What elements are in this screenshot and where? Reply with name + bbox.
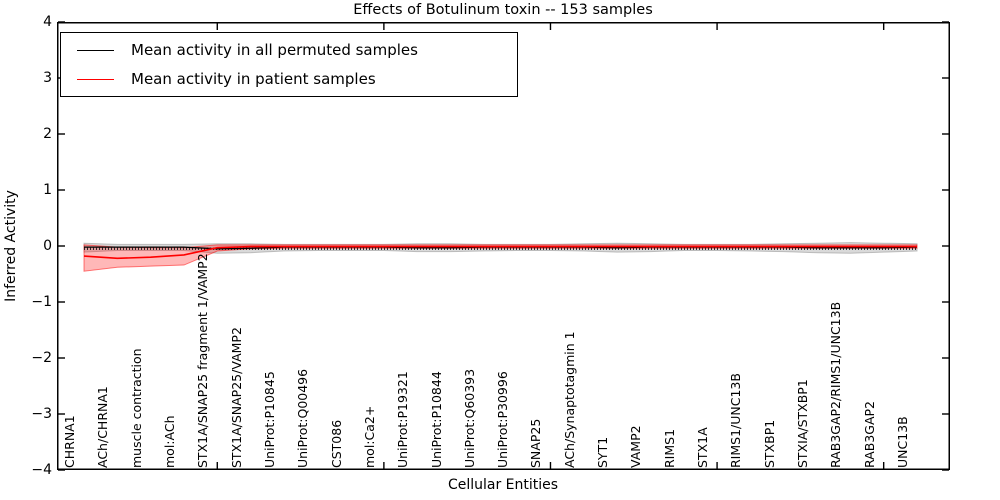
entity-label: UniProt:P10845 — [261, 371, 277, 468]
entity-label: CHRNA1 — [62, 415, 77, 468]
y-tick-label: 1 — [43, 182, 52, 198]
y-tick-label: −2 — [31, 350, 52, 366]
entity-label: UniProt:P30996 — [495, 371, 511, 468]
entity-label: UniProt:Q00496 — [295, 368, 311, 468]
entity-label: STX1A/SNAP25 fragment 1/VAMP2 — [195, 253, 211, 468]
entity-label: UniProt:P10844 — [428, 371, 444, 468]
legend-entry-patient: Mean activity in patient samples — [61, 68, 517, 90]
y-tick-label: 3 — [43, 70, 52, 86]
legend-entry-permuted: Mean activity in all permuted samples — [61, 39, 517, 61]
entity-label: RIMS1/UNC13B — [728, 373, 744, 468]
entity-label: UniProt:Q60393 — [461, 368, 477, 468]
legend: Mean activity in all permuted samples Me… — [60, 32, 518, 97]
entity-label: ACh/CHRNA1 — [95, 386, 111, 468]
y-tick-label: 2 — [43, 126, 52, 142]
y-tick-label: −1 — [31, 294, 52, 310]
entity-label: mol:ACh — [161, 415, 177, 469]
legend-line-sample-red — [77, 78, 114, 80]
y-tick-label: 0 — [43, 238, 52, 254]
entity-label: RIMS1 — [661, 428, 677, 468]
entity-label: mol:Ca2+ — [361, 405, 377, 468]
entity-label: RAB3GAP2/RIMS1/UNC13B — [828, 301, 844, 468]
entity-label: STX1A — [695, 427, 711, 468]
entity-label: STXBP1 — [761, 419, 777, 468]
legend-label: Mean activity in all permuted samples — [131, 41, 418, 59]
entity-label: CST086 — [328, 419, 344, 468]
y-tick-label: −4 — [31, 462, 52, 478]
legend-line-sample-black — [77, 49, 114, 51]
entity-label: UNC13B — [895, 416, 910, 468]
entity-label: VAMP2 — [628, 425, 644, 468]
y-tick-label: 4 — [43, 14, 52, 30]
entity-label: STX1A/SNAP25/VAMP2 — [228, 327, 244, 468]
entity-label: muscle contraction — [128, 348, 144, 468]
entity-label: STXIA/STXBP1 — [795, 379, 811, 468]
chart-title: Effects of Botulinum toxin -- 153 sample… — [353, 2, 653, 18]
entity-label: SYT1 — [595, 436, 611, 468]
legend-label: Mean activity in patient samples — [131, 70, 376, 88]
axes-frame — [57, 22, 950, 470]
entity-label: ACh/Synaptotagmin 1 — [561, 331, 577, 468]
x-axis-label: Cellular Entities — [447, 477, 559, 493]
entity-label: UniProt:P19321 — [395, 371, 411, 468]
patient-mean-line — [83, 245, 917, 260]
entity-label: RAB3GAP2 — [861, 401, 877, 468]
y-tick-label: −3 — [31, 406, 52, 422]
entity-label: SNAP25 — [528, 418, 544, 468]
